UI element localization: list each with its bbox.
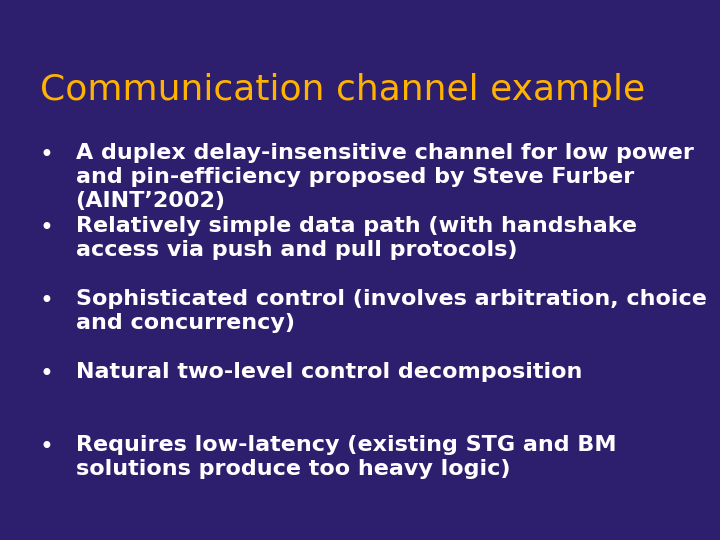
Text: •: • bbox=[40, 143, 53, 167]
Text: •: • bbox=[40, 362, 53, 386]
Text: Communication channel example: Communication channel example bbox=[40, 73, 644, 107]
Text: Natural two-level control decomposition: Natural two-level control decomposition bbox=[76, 362, 582, 382]
Text: •: • bbox=[40, 216, 53, 240]
Text: Relatively simple data path (with handshake
access via push and pull protocols): Relatively simple data path (with handsh… bbox=[76, 216, 636, 260]
Text: A duplex delay-insensitive channel for low power
and pin-efficiency proposed by : A duplex delay-insensitive channel for l… bbox=[76, 143, 693, 211]
Text: •: • bbox=[40, 289, 53, 313]
Text: •: • bbox=[40, 435, 53, 458]
Text: Requires low-latency (existing STG and BM
solutions produce too heavy logic): Requires low-latency (existing STG and B… bbox=[76, 435, 616, 478]
Text: Sophisticated control (involves arbitration, choice
and concurrency): Sophisticated control (involves arbitrat… bbox=[76, 289, 706, 333]
